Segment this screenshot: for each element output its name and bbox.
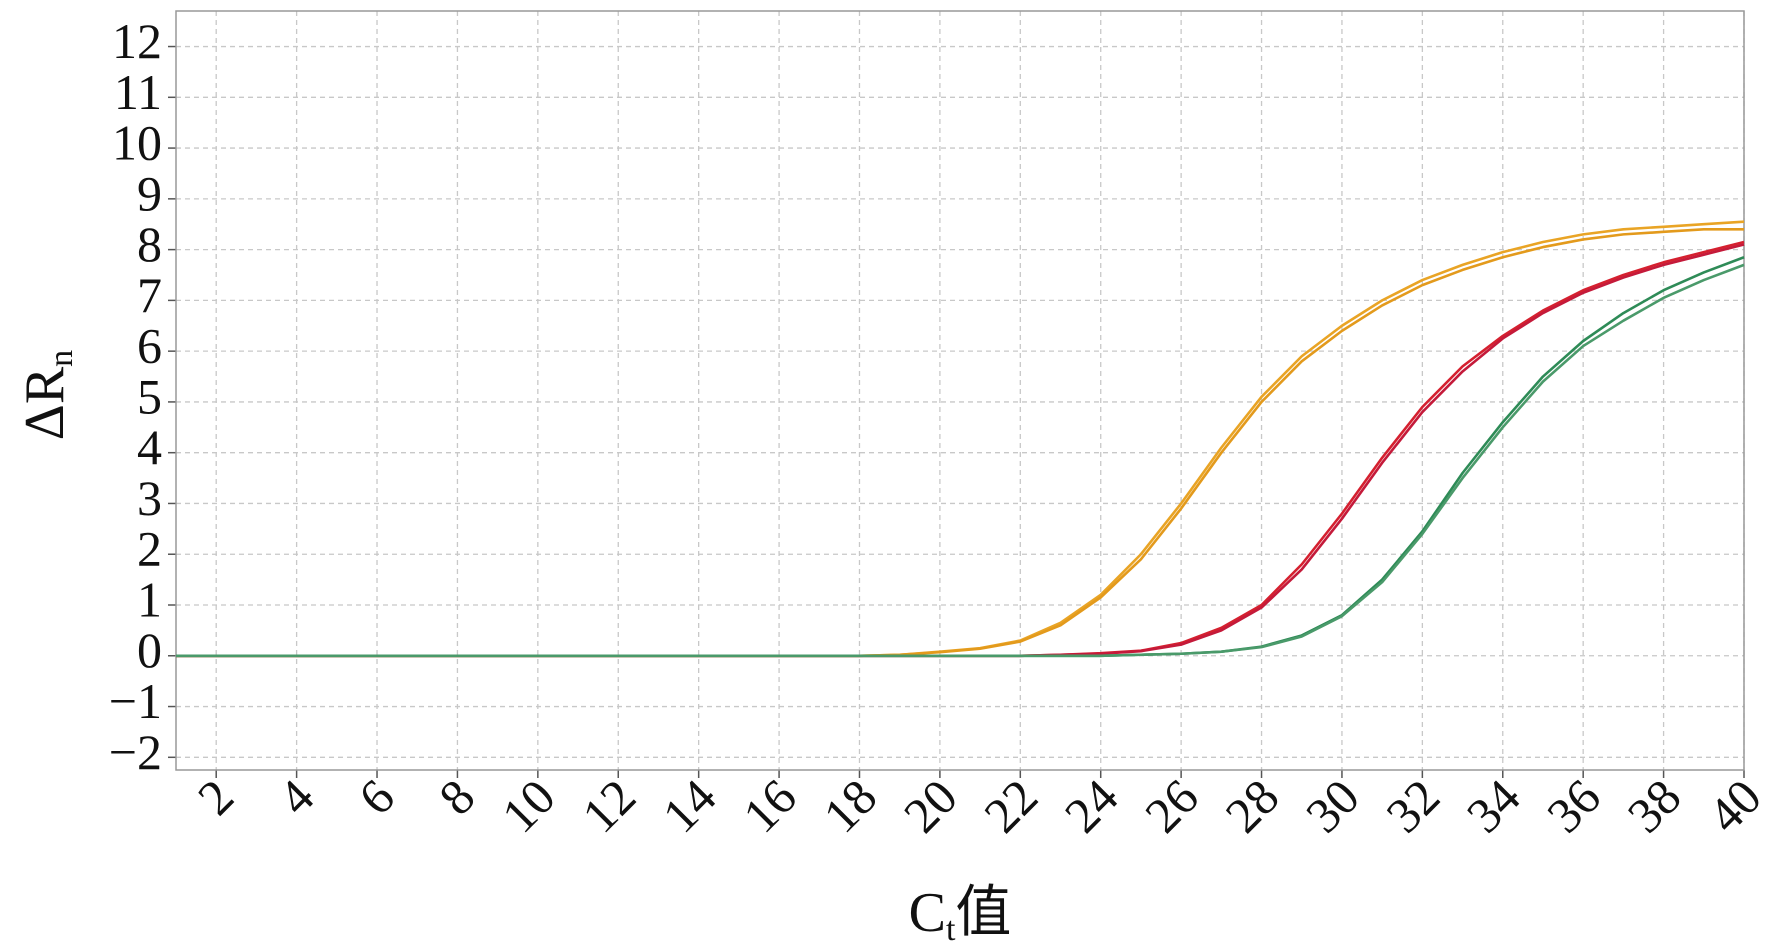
x-tick-label: 8 xyxy=(428,768,485,825)
y-tick-label: −1 xyxy=(109,673,162,729)
y-tick-label: 1 xyxy=(137,571,162,627)
y-axis-label-main: ΔR xyxy=(14,366,76,440)
y-tick-label: 3 xyxy=(137,470,162,526)
x-axis-label-main: C xyxy=(909,882,946,944)
x-axis-label-suffix: 值 xyxy=(955,882,1011,944)
x-tick-label: 40 xyxy=(1697,768,1772,843)
data-line xyxy=(176,263,1745,658)
x-tick-label: 14 xyxy=(652,768,727,843)
y-tick-label: −2 xyxy=(109,724,162,780)
plot-area xyxy=(176,11,1744,770)
y-tick-label: 12 xyxy=(112,13,162,69)
y-tick-label: 9 xyxy=(137,165,162,221)
x-tick-label: 10 xyxy=(491,768,566,843)
y-axis-label-sub: n xyxy=(43,350,80,367)
x-tick-label: 28 xyxy=(1214,768,1289,843)
y-tick-label: 5 xyxy=(137,368,162,424)
x-tick-label: 34 xyxy=(1456,768,1531,843)
x-tick-label: 30 xyxy=(1295,768,1370,843)
x-tick-label: 20 xyxy=(893,768,968,843)
x-tick-label: 22 xyxy=(973,768,1048,843)
x-tick-label: 12 xyxy=(571,768,646,843)
y-axis-label: ΔRn xyxy=(14,350,80,440)
plot-frame xyxy=(175,10,1745,771)
y-tick-label: 0 xyxy=(137,622,162,678)
x-tick-label: 2 xyxy=(187,768,244,825)
x-tick-label: 4 xyxy=(267,768,324,825)
x-axis-label: Ct值 xyxy=(909,882,1012,948)
x-tick-label: 18 xyxy=(812,768,887,843)
y-tick-label: 6 xyxy=(137,318,162,374)
x-tick-label: 26 xyxy=(1134,768,1209,843)
x-axis-label-sub: t xyxy=(946,911,956,948)
x-tick-label: 36 xyxy=(1536,768,1611,843)
x-tick-label: 24 xyxy=(1054,768,1129,843)
y-tick-label: 4 xyxy=(137,419,162,475)
y-tick-label: 2 xyxy=(137,521,162,577)
x-tick-label: 38 xyxy=(1617,768,1692,843)
y-tick-label: 11 xyxy=(114,64,162,120)
y-tick-label: 10 xyxy=(112,115,162,171)
x-tick-label: 32 xyxy=(1375,768,1450,843)
y-tick-label: 8 xyxy=(137,216,162,272)
x-tick-label: 16 xyxy=(732,768,807,843)
y-tick-label: 7 xyxy=(137,267,162,323)
